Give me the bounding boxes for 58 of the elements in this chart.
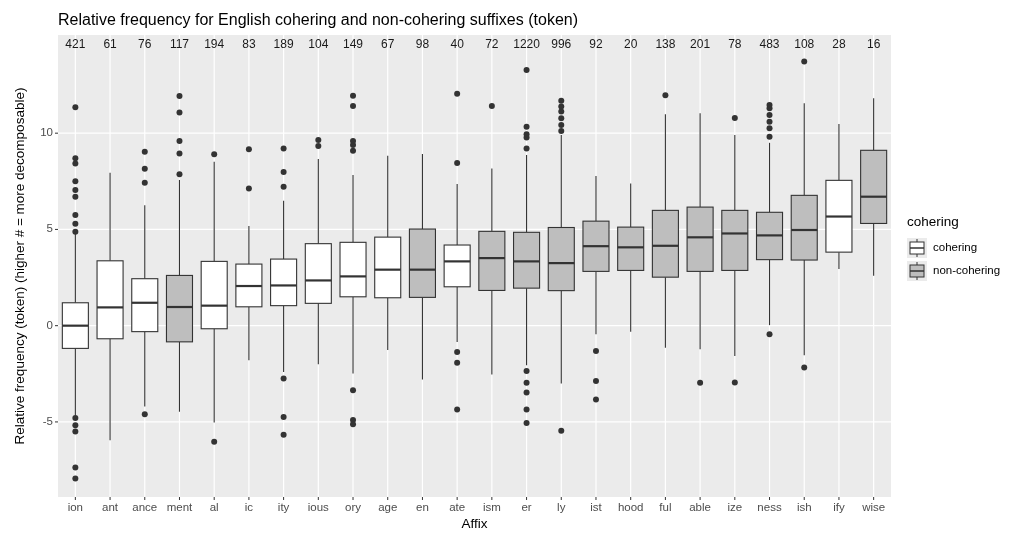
x-tick-label: en xyxy=(416,501,429,513)
y-tick-label: 10 xyxy=(40,126,53,139)
annotation: 83 xyxy=(242,37,256,51)
x-tick-label: ious xyxy=(307,501,330,513)
legend-label: non-cohering xyxy=(933,264,1001,277)
y-tick-label: 5 xyxy=(46,222,53,235)
x-axis-title: Affix xyxy=(461,516,488,531)
x-tick-label: ful xyxy=(659,501,672,513)
annotation: 996 xyxy=(551,37,572,51)
x-tick-label: ant xyxy=(102,501,119,513)
x-tick-label: er xyxy=(521,501,532,513)
x-tick-label: ion xyxy=(67,501,84,513)
y-tick-label: 0 xyxy=(46,318,53,331)
x-tick-label: age xyxy=(378,501,398,513)
annotation: 20 xyxy=(624,37,638,51)
annotation: 421 xyxy=(65,37,86,51)
annotation: 117 xyxy=(169,37,190,51)
x-tick-label: ish xyxy=(796,501,812,513)
annotation: 72 xyxy=(485,37,499,51)
chart-title: Relative frequency for English cohering and non-cohering suffixes (token) xyxy=(58,11,578,28)
x-tick-label: ment xyxy=(166,501,194,513)
legend-title: cohering xyxy=(907,214,959,229)
x-tick-label: ic xyxy=(244,501,254,513)
x-tick-label: ize xyxy=(727,501,743,513)
x-tick-label: ist xyxy=(590,501,603,513)
x-tick-label: ly xyxy=(557,501,566,513)
annotation: 76 xyxy=(138,37,152,51)
annotation: 67 xyxy=(381,37,395,51)
x-tick-label: ory xyxy=(345,501,362,513)
annotation: 1220 xyxy=(513,37,541,51)
annotation: 201 xyxy=(690,37,711,51)
annotation: 98 xyxy=(415,37,430,51)
x-tick-label: wise xyxy=(861,501,886,513)
x-tick-label: ity xyxy=(277,501,290,513)
x-tick-label: al xyxy=(209,501,219,513)
x-tick-label: ify xyxy=(833,501,845,513)
annotation: 194 xyxy=(204,37,225,51)
annotation: 108 xyxy=(794,37,815,51)
annotation: 40 xyxy=(450,37,465,51)
x-tick-label: ness xyxy=(757,501,782,513)
annotation: 92 xyxy=(589,37,603,51)
annotation: 138 xyxy=(655,37,676,51)
x-tick-label: ism xyxy=(482,501,501,513)
x-tick-label: ance xyxy=(132,501,158,513)
annotation: 28 xyxy=(832,37,846,51)
annotation: 483 xyxy=(759,37,780,51)
y-axis-title: Relative frequency (token) (higher # = more decomposable) xyxy=(12,87,27,445)
annotation: 61 xyxy=(103,37,118,51)
annotation: 104 xyxy=(308,37,329,51)
legend-label: cohering xyxy=(933,241,978,254)
y-tick-label: -5 xyxy=(42,414,53,427)
x-tick-label: ate xyxy=(449,501,466,513)
annotation: 16 xyxy=(866,37,881,51)
annotation: 189 xyxy=(273,37,294,51)
x-tick-label: able xyxy=(689,501,711,513)
x-tick-label: hood xyxy=(617,501,644,513)
annotation: 149 xyxy=(343,37,364,51)
annotation: 78 xyxy=(728,37,742,51)
